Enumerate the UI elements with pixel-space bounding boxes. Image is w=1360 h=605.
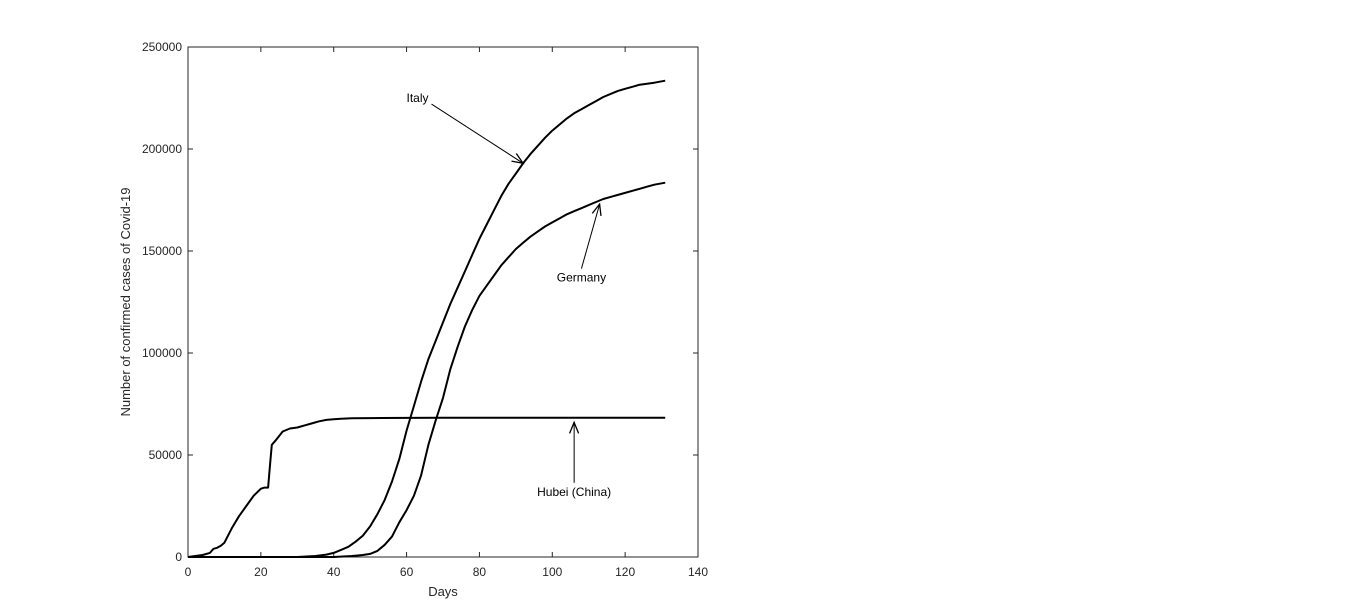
- x-tick-labels: 0 20 40 60 80 100 120 140: [185, 565, 709, 579]
- y-tick-label: 50000: [149, 448, 183, 462]
- x-axis-label: Days: [428, 584, 458, 599]
- y-tick-label: 0: [175, 550, 182, 564]
- x-tick-label: 40: [327, 565, 341, 579]
- x-tick-label: 20: [254, 565, 268, 579]
- y-tick-label: 100000: [142, 346, 182, 360]
- x-tick-label: 60: [400, 565, 414, 579]
- y-tick-label: 200000: [142, 142, 182, 156]
- series-line-germany: [188, 181, 666, 558]
- annotation-arrow-line: [580, 203, 601, 269]
- x-tick-label: 140: [688, 565, 708, 579]
- plot-area: [187, 46, 699, 558]
- x-tick-label: 80: [473, 565, 487, 579]
- axis-ticks: [187, 46, 699, 558]
- annotation-arrow-head: [511, 153, 525, 165]
- y-axis-label: Number of confirmed cases of Covid-19: [118, 187, 133, 416]
- annotation-arrow-line: [431, 103, 524, 164]
- series-lines: [187, 79, 666, 558]
- annotation-arrow-head: [591, 202, 602, 216]
- series-line-italy: [188, 79, 666, 558]
- annotation-label: Italy: [406, 91, 428, 105]
- series-line-hubei-china: [187, 416, 666, 558]
- y-tick-label: 250000: [142, 40, 182, 54]
- x-tick-label: 100: [542, 565, 562, 579]
- annotations: Italy Germany Hubei (China): [406, 91, 611, 499]
- x-tick-label: 120: [615, 565, 635, 579]
- annotation-arrow-head: [568, 420, 580, 434]
- y-tick-labels: 0 50000 100000 150000 200000 250000: [142, 40, 182, 564]
- x-tick-label: 0: [185, 565, 192, 579]
- annotation-label: Germany: [557, 271, 606, 285]
- y-tick-label: 150000: [142, 244, 182, 258]
- annotation-label: Hubei (China): [537, 485, 611, 499]
